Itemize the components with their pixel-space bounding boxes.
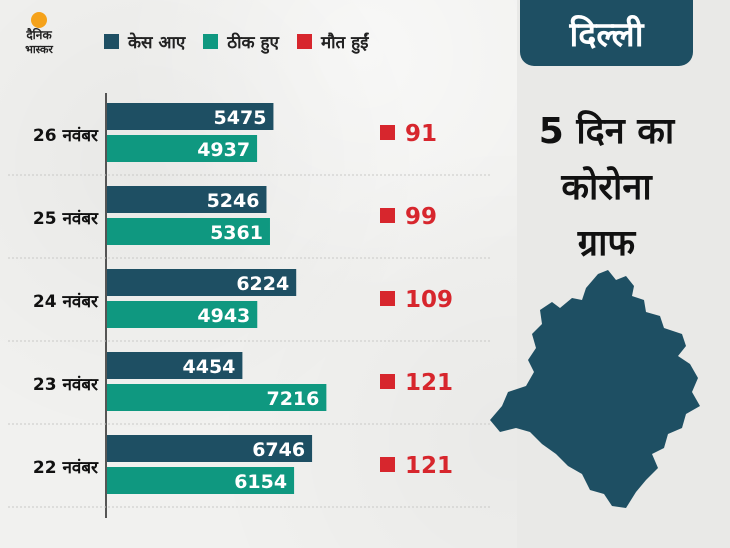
bar-cases [107, 269, 297, 296]
legend-item-deaths: मौत हुईं [296, 30, 369, 53]
bar-recovered [107, 301, 258, 328]
bar-chart: 26 नवंबर 5475 4937 91 25 नवंबर 5246 5361 99 24 न… [8, 93, 490, 518]
legend-swatch-deaths [296, 33, 312, 49]
legend-item-cases: केस आए [104, 30, 185, 53]
dainik-bhaskar-logo: दैनिक भास्कर [10, 12, 68, 64]
bar-cases [107, 352, 243, 379]
logo-line-1: दैनिक [26, 28, 52, 42]
legend-swatch-cases [104, 33, 119, 49]
bar-label-cases: 5475 [214, 107, 267, 129]
delhi-map-icon [490, 270, 700, 508]
deaths-value: 91 [405, 121, 437, 147]
category-label: 25 नवंबर [33, 209, 99, 229]
sun-icon [31, 12, 47, 28]
deaths-value: 109 [405, 287, 453, 313]
category-label: 22 नवंबर [33, 458, 99, 478]
deaths-value: 121 [405, 370, 453, 396]
deaths-marker [380, 208, 395, 223]
legend-label-recovered: ठीक हुए [227, 32, 279, 53]
bar-recovered [107, 384, 327, 411]
bar-label-cases: 5246 [207, 190, 260, 212]
bar-cases [107, 435, 313, 462]
headline-line-1: 5 दिन का [538, 111, 675, 152]
bar-label-recovered: 6154 [234, 471, 287, 493]
headline-line-3: ग्राफ [577, 223, 636, 264]
bar-cases [107, 103, 274, 130]
bar-recovered [107, 218, 270, 245]
bar-recovered [107, 467, 295, 494]
bar-recovered [107, 135, 258, 162]
legend-swatch-recovered [203, 33, 219, 49]
category-label: 23 नवंबर [33, 375, 99, 395]
bar-cases [107, 186, 267, 213]
bar-label-recovered: 4937 [197, 139, 250, 161]
deaths-marker [380, 291, 395, 306]
bar-label-cases: 6746 [252, 439, 305, 461]
category-label: 24 नवंबर [33, 292, 99, 312]
chart-legend: केस आए ठीक हुए मौत हुईं [104, 26, 387, 56]
bar-label-cases: 6224 [236, 273, 289, 295]
bar-label-recovered: 5361 [210, 222, 263, 244]
deaths-marker [380, 457, 395, 472]
deaths-marker [380, 125, 395, 140]
category-label: 26 नवंबर [33, 126, 99, 146]
bar-label-recovered: 4943 [197, 305, 250, 327]
bar-label-recovered: 7216 [266, 388, 319, 410]
headline: 5 दिन का कोरोना ग्राफ [520, 104, 693, 272]
headline-line-2: कोरोना [561, 167, 652, 208]
logo-line-2: भास्कर [25, 43, 53, 56]
city-title: दिल्ली [569, 15, 644, 55]
legend-label-deaths: मौत हुईं [320, 32, 369, 53]
legend-label-cases: केस आए [128, 32, 186, 53]
legend-item-recovered: ठीक हुए [203, 30, 279, 53]
deaths-value: 121 [405, 453, 453, 479]
bar-label-cases: 4454 [183, 356, 236, 378]
deaths-marker [380, 374, 395, 389]
city-tab: दिल्ली [520, 0, 693, 66]
deaths-value: 99 [405, 204, 437, 230]
